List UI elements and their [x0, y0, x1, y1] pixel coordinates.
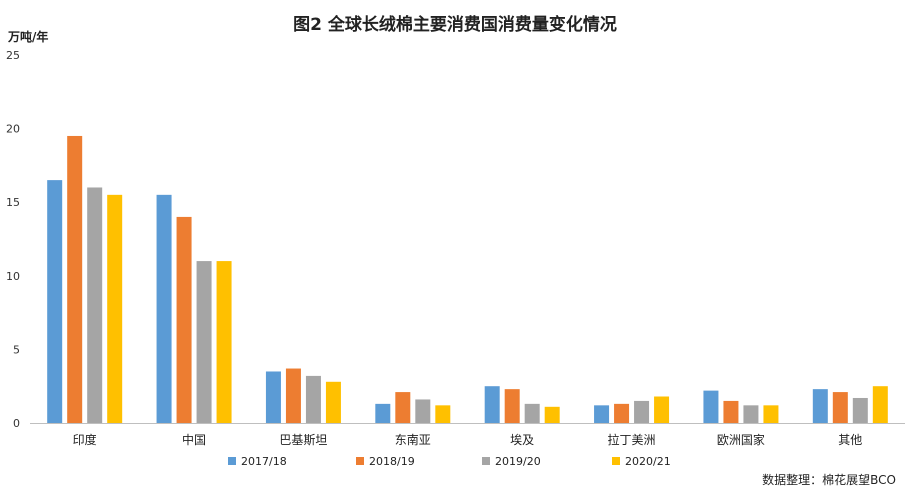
bar: [703, 390, 719, 423]
bar: [743, 405, 759, 423]
data-source-note: 数据整理：棉花展望BCO: [762, 473, 896, 487]
bar: [375, 403, 391, 423]
legend-swatch: [228, 457, 236, 465]
bar: [544, 406, 560, 423]
x-tick-label: 东南亚: [395, 432, 431, 447]
x-tick-label: 印度: [73, 432, 97, 447]
bar: [504, 389, 520, 423]
x-tick-label: 欧洲国家: [717, 432, 765, 447]
bar: [325, 381, 341, 423]
bar: [435, 405, 451, 423]
bar: [524, 403, 540, 423]
bar: [87, 187, 103, 423]
bar: [305, 375, 321, 423]
bar: [156, 194, 172, 423]
legend-label: 2017/18: [241, 455, 287, 468]
bar: [634, 400, 650, 423]
y-tick-label: 0: [13, 417, 20, 430]
legend-label: 2019/20: [495, 455, 541, 468]
bar: [67, 135, 83, 423]
bar: [614, 403, 630, 423]
bar: [872, 386, 888, 423]
bar: [832, 392, 848, 423]
legend-label: 2018/19: [369, 455, 415, 468]
bar: [196, 261, 212, 423]
bar: [723, 400, 739, 423]
bar: [395, 392, 411, 423]
legend-swatch: [612, 457, 620, 465]
y-tick-label: 5: [13, 343, 20, 356]
bar: [654, 396, 670, 423]
y-axis-unit-label: 万吨/年: [8, 30, 49, 44]
legend-label: 2020/21: [625, 455, 671, 468]
bar: [594, 405, 610, 423]
bar: [763, 405, 779, 423]
bar: [265, 371, 281, 423]
y-tick-label: 10: [6, 270, 20, 283]
bar: [216, 261, 232, 423]
bar: [176, 216, 192, 423]
bar: [812, 389, 828, 423]
y-tick-label: 25: [6, 49, 20, 62]
bar: [47, 180, 63, 423]
x-tick-label: 拉丁美洲: [608, 432, 656, 447]
bar: [415, 399, 431, 423]
bar: [285, 368, 301, 423]
bar: [852, 397, 868, 423]
chart-title: 图2 全球长绒棉主要消费国消费量变化情况: [293, 15, 617, 35]
x-tick-label: 埃及: [510, 433, 534, 447]
y-tick-label: 15: [6, 196, 20, 209]
x-tick-label: 其他: [838, 433, 862, 447]
legend-swatch: [482, 457, 490, 465]
legend-swatch: [356, 457, 364, 465]
bar: [107, 194, 123, 423]
x-tick-label: 巴基斯坦: [279, 433, 327, 447]
y-tick-label: 20: [6, 123, 20, 136]
x-tick-label: 中国: [182, 432, 206, 447]
bar: [484, 386, 500, 423]
